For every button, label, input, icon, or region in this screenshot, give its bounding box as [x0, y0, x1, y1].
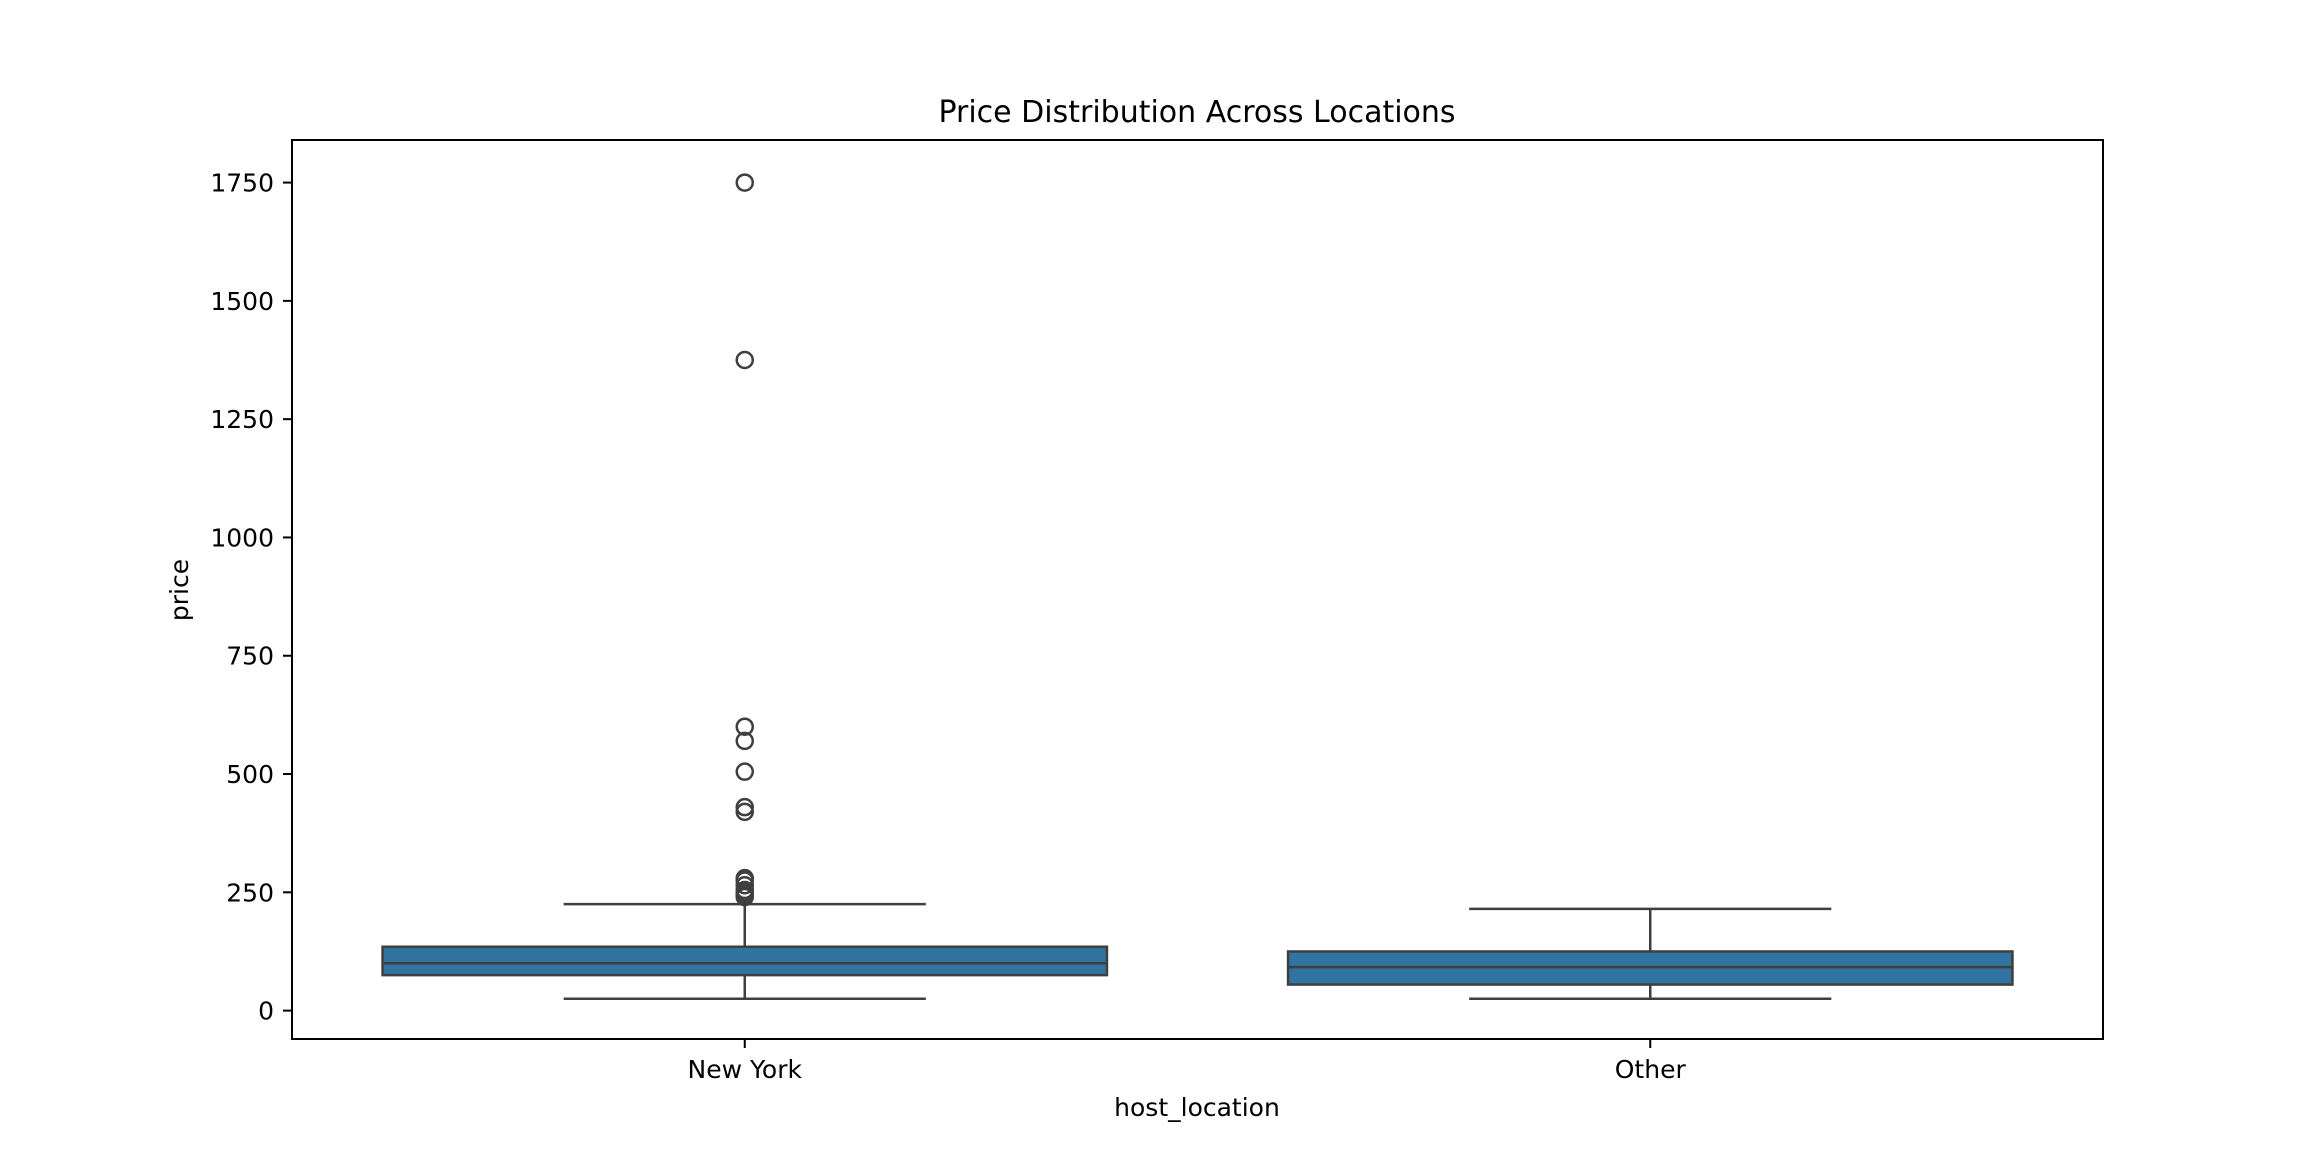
outlier-point	[735, 717, 754, 736]
box-group	[381, 173, 1109, 1001]
y-axis-label: price	[165, 559, 194, 621]
outlier-point	[735, 868, 754, 888]
outlier-point	[735, 797, 754, 817]
box	[381, 945, 1109, 977]
x-tick-label: New York	[688, 1055, 803, 1084]
plot-frame	[291, 139, 2104, 1040]
outlier-point	[735, 173, 754, 192]
x-axis-label: host_location	[1114, 1093, 1280, 1122]
x-axis: New York Other	[688, 1039, 1687, 1084]
plot-area	[381, 173, 2014, 1001]
y-tick-label: 0	[258, 997, 274, 1026]
y-tick-label: 250	[226, 878, 274, 907]
y-tick-label: 1750	[210, 169, 274, 198]
y-axis: 0 250 500 750 1000 1250 1500 1750	[210, 169, 292, 1026]
x-tick-label: Other	[1615, 1055, 1687, 1084]
y-tick-label: 750	[226, 642, 274, 671]
outlier-point	[735, 802, 754, 822]
y-tick-label: 1500	[210, 287, 274, 316]
outlier-point	[735, 880, 754, 900]
y-tick-label: 500	[226, 760, 274, 789]
y-tick-label: 1250	[210, 405, 274, 434]
y-tick-label: 1000	[210, 523, 274, 552]
outlier-point	[735, 350, 754, 370]
outlier-point	[735, 762, 754, 781]
box-group	[1286, 907, 2014, 1001]
outlier-point	[735, 875, 754, 895]
outlier-point	[735, 731, 754, 751]
chart-title: Price Distribution Across Locations	[938, 95, 1455, 130]
